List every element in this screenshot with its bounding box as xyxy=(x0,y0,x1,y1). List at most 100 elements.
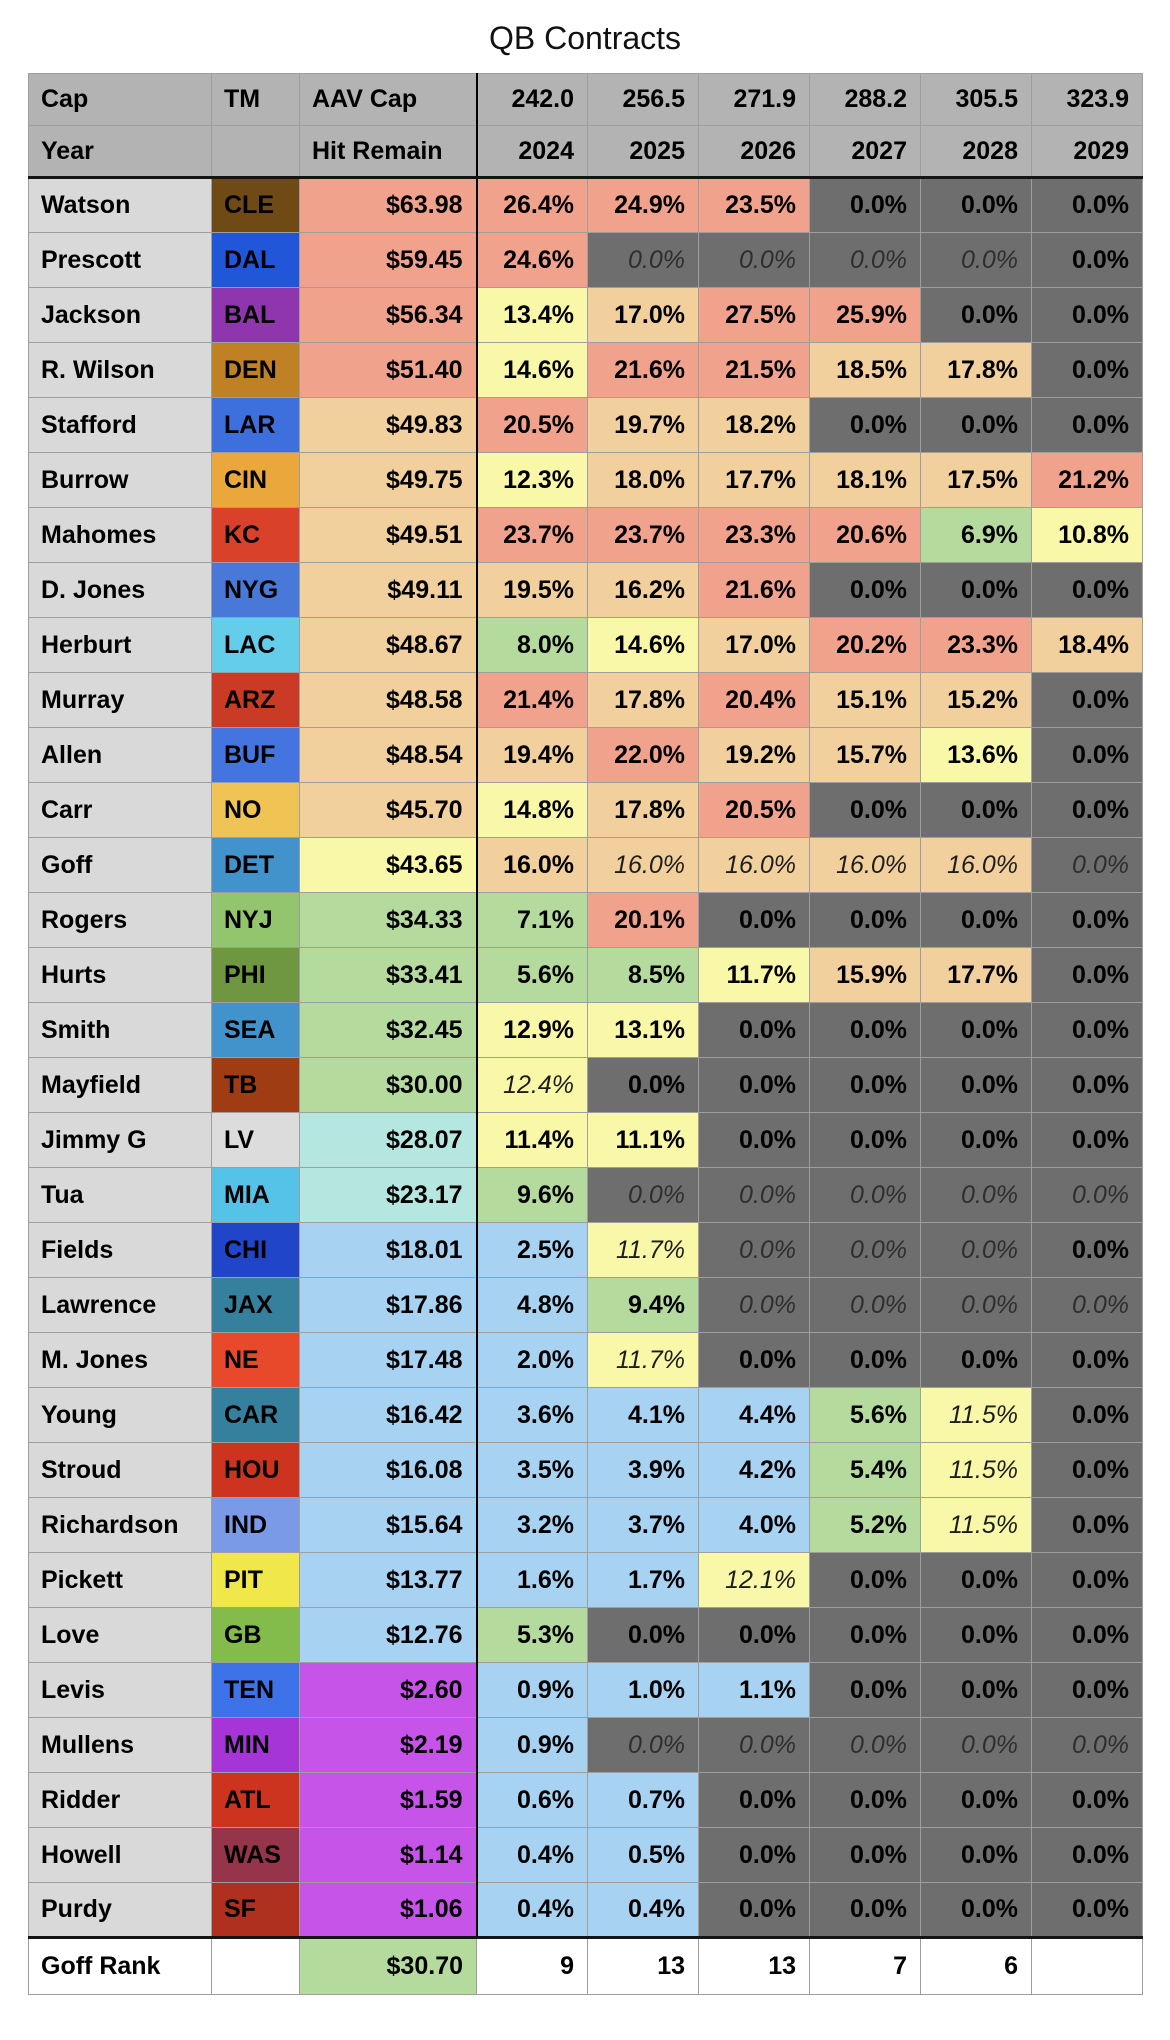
pct-cell: 0.0% xyxy=(698,1057,810,1113)
pct-cell: 14.6% xyxy=(475,342,588,398)
player-cell: Stroud xyxy=(28,1442,212,1498)
pct-cell: 11.5% xyxy=(920,1442,1032,1498)
page-title: QB Contracts xyxy=(488,20,682,56)
table-row: Fields CHI $18.01 2.5% 11.7% 0.0% 0.0% 0.0% 0.0% xyxy=(28,1222,1143,1278)
pct-cell: 19.5% xyxy=(475,562,588,618)
table-row: Hurts PHI $33.41 5.6% 8.5% 11.7% 15.9% 17.7% 0.0… xyxy=(28,947,1143,1003)
pct-cell: 0.5% xyxy=(587,1827,699,1883)
table-body: Watson CLE $63.98 26.4% 24.9% 23.5% 0.0% 0.0% 0.… xyxy=(28,177,1143,1938)
header-cell: 256.5 xyxy=(587,73,699,126)
pct-cell: 18.5% xyxy=(809,342,921,398)
pct-cell: 0.0% xyxy=(809,1057,921,1113)
pct-cell: 0.0% xyxy=(1031,1112,1143,1168)
table-row: M. Jones NE $17.48 2.0% 11.7% 0.0% 0.0% 0.0% 0.0… xyxy=(28,1332,1143,1388)
pct-cell: 0.0% xyxy=(1031,727,1143,783)
pct-cell: 0.0% xyxy=(1031,837,1143,893)
pct-cell: 0.0% xyxy=(809,232,921,288)
pct-cell: 9.4% xyxy=(587,1277,699,1333)
pct-cell: 21.5% xyxy=(698,342,810,398)
pct-cell: 21.6% xyxy=(587,342,699,398)
pct-cell: 0.0% xyxy=(920,1002,1032,1058)
pct-cell: 8.5% xyxy=(587,947,699,1003)
header-row: Year Hit Remain 2024 2025 2026 2027 2028 2029 xyxy=(28,125,1143,179)
pct-cell: 0.0% xyxy=(698,1277,810,1333)
player-cell: Richardson xyxy=(28,1497,212,1553)
table-row: Mullens MIN $2.19 0.9% 0.0% 0.0% 0.0% 0.0% 0.0% xyxy=(28,1717,1143,1773)
player-cell: Howell xyxy=(28,1827,212,1883)
team-cell: LAR xyxy=(211,397,300,453)
team-cell: ARZ xyxy=(211,672,300,728)
pct-cell: 0.0% xyxy=(698,1222,810,1278)
player-cell: M. Jones xyxy=(28,1332,212,1388)
player-cell: Hurts xyxy=(28,947,212,1003)
player-cell: Young xyxy=(28,1387,212,1443)
pct-cell: 3.9% xyxy=(587,1442,699,1498)
player-cell: Herburt xyxy=(28,617,212,673)
pct-cell: 0.0% xyxy=(809,1112,921,1168)
rank-cell: 7 xyxy=(809,1936,921,1995)
pct-cell: 0.0% xyxy=(809,1277,921,1333)
aav-cell: $33.41 xyxy=(299,947,477,1003)
pct-cell: 1.7% xyxy=(587,1552,699,1608)
pct-cell: 16.0% xyxy=(809,837,921,893)
player-cell: Burrow xyxy=(28,452,212,508)
team-cell: CLE xyxy=(211,177,300,233)
pct-cell: 0.0% xyxy=(587,1167,699,1223)
pct-cell: 0.0% xyxy=(1031,1497,1143,1553)
pct-cell: 0.0% xyxy=(1031,562,1143,618)
pct-cell: 5.6% xyxy=(809,1387,921,1443)
pct-cell: 0.0% xyxy=(1031,947,1143,1003)
pct-cell: 3.2% xyxy=(475,1497,588,1553)
pct-cell: 0.0% xyxy=(1031,1167,1143,1223)
pct-cell: 0.0% xyxy=(698,1827,810,1883)
pct-cell: 0.0% xyxy=(920,397,1032,453)
pct-cell: 0.0% xyxy=(809,1222,921,1278)
pct-cell: 0.0% xyxy=(809,1772,921,1828)
pct-cell: 23.7% xyxy=(475,507,588,563)
qb-table: Cap TM AAV Cap 242.0 256.5 271.9 288.2 305.5 323… xyxy=(28,73,1143,1995)
header-cell: 242.0 xyxy=(475,73,588,126)
aav-cell: $59.45 xyxy=(299,232,477,288)
aav-cell: $1.06 xyxy=(299,1882,477,1938)
pct-cell: 0.0% xyxy=(920,1112,1032,1168)
pct-cell: 0.0% xyxy=(809,1002,921,1058)
pct-cell: 0.0% xyxy=(1031,1442,1143,1498)
player-cell: Love xyxy=(28,1607,212,1663)
pct-cell: 27.5% xyxy=(698,287,810,343)
table-row: Ridder ATL $1.59 0.6% 0.7% 0.0% 0.0% 0.0% 0.0% xyxy=(28,1772,1143,1828)
table-row: Murray ARZ $48.58 21.4% 17.8% 20.4% 15.1% 15.2%… xyxy=(28,672,1143,728)
aav-cell: $28.07 xyxy=(299,1112,477,1168)
team-cell: NO xyxy=(211,782,300,838)
table-row: Pickett PIT $13.77 1.6% 1.7% 12.1% 0.0% 0.0% 0.0… xyxy=(28,1552,1143,1608)
pct-cell: 0.0% xyxy=(1031,1277,1143,1333)
pct-cell: 20.5% xyxy=(475,397,588,453)
pct-cell: 12.1% xyxy=(698,1552,810,1608)
table-row: Richardson IND $15.64 3.2% 3.7% 4.0% 5.2% 11.5%… xyxy=(28,1497,1143,1553)
header-cell: Cap xyxy=(28,73,212,126)
header-cell: TM xyxy=(211,73,300,126)
team-cell: BAL xyxy=(211,287,300,343)
pct-cell: 1.0% xyxy=(587,1662,699,1718)
pct-cell: 0.0% xyxy=(1031,232,1143,288)
header-cell: 2027 xyxy=(809,125,921,179)
pct-cell: 0.0% xyxy=(920,892,1032,948)
table-row: Goff DET $43.65 16.0% 16.0% 16.0% 16.0% 16.0% 0.… xyxy=(28,837,1143,893)
pct-cell: 0.0% xyxy=(920,1772,1032,1828)
pct-cell: 0.0% xyxy=(698,1882,810,1938)
player-cell: Stafford xyxy=(28,397,212,453)
pct-cell: 17.8% xyxy=(920,342,1032,398)
team-cell: CHI xyxy=(211,1222,300,1278)
aav-cell: $23.17 xyxy=(299,1167,477,1223)
pct-cell: 0.6% xyxy=(475,1772,588,1828)
pct-cell: 17.5% xyxy=(920,452,1032,508)
pct-cell: 0.0% xyxy=(1031,1057,1143,1113)
player-cell: Mayfield xyxy=(28,1057,212,1113)
player-cell: Rogers xyxy=(28,892,212,948)
pct-cell: 24.9% xyxy=(587,177,699,233)
pct-cell: 0.0% xyxy=(698,1002,810,1058)
footer-row: Goff Rank $30.70 9 13 13 7 6 xyxy=(28,1936,1143,1995)
pct-cell: 0.0% xyxy=(920,1552,1032,1608)
aav-cell: $49.11 xyxy=(299,562,477,618)
pct-cell: 0.0% xyxy=(1031,177,1143,233)
pct-cell: 18.0% xyxy=(587,452,699,508)
